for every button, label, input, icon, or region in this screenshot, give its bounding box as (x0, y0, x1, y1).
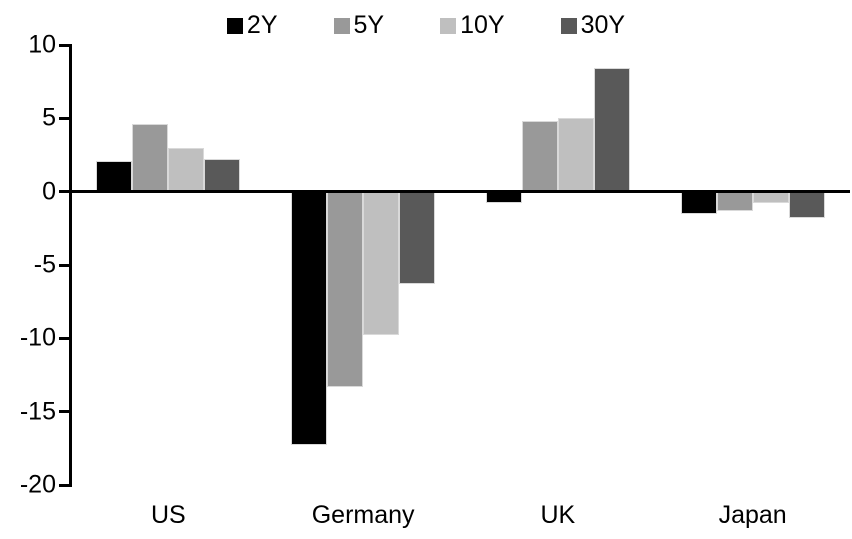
bar-japan-5y (716, 191, 753, 211)
bar-germany-5y (327, 191, 364, 387)
bar-germany-30y (399, 191, 436, 285)
y-tick-label: -5 (33, 250, 56, 279)
legend-label: 2Y (246, 11, 278, 39)
y-tick-mark (59, 483, 72, 487)
y-tick-mark (59, 190, 72, 194)
legend-item-10y: 10Y (440, 11, 505, 39)
y-tick-mark (59, 336, 72, 340)
legend: 2Y 5Y 10Y 30Y (0, 13, 852, 38)
zero-axis-line (69, 190, 850, 194)
legend-swatch-10y-icon (440, 17, 457, 34)
bar-us-5y (132, 124, 169, 192)
legend-swatch-2y-icon (226, 17, 243, 34)
legend-swatch-5y-icon (333, 17, 350, 34)
bar-japan-30y (788, 191, 825, 219)
y-tick-label: 5 (42, 103, 56, 132)
bar-uk-10y (557, 118, 594, 192)
y-tick-mark (59, 410, 72, 414)
legend-item-30y: 30Y (560, 11, 626, 39)
bar-us-10y (168, 147, 205, 192)
legend-item-2y: 2Y (226, 11, 278, 39)
bar-uk-2y (485, 191, 522, 204)
y-tick-label: -15 (19, 397, 56, 426)
bar-uk-5y (521, 121, 558, 192)
legend-item-5y: 5Y (333, 11, 385, 39)
bar-germany-2y (291, 191, 328, 446)
legend-label: 5Y (353, 11, 385, 39)
bar-japan-2y (680, 191, 717, 214)
legend-label: 10Y (460, 11, 505, 39)
bar-us-30y (204, 159, 241, 192)
x-category-label-uk: UK (540, 501, 576, 529)
y-tick-mark (59, 43, 72, 47)
bar-germany-10y (363, 191, 400, 336)
bar-uk-30y (593, 68, 630, 192)
x-category-label-germany: Germany (311, 501, 415, 529)
x-category-label-japan: Japan (718, 501, 787, 529)
y-tick-label: 0 (42, 177, 56, 206)
y-axis-line (69, 44, 72, 487)
y-tick-label: -20 (19, 470, 56, 499)
bar-japan-10y (752, 191, 789, 204)
bar-us-2y (96, 160, 133, 192)
y-tick-label: -10 (19, 323, 56, 352)
x-category-label-us: US (151, 501, 186, 529)
legend-label: 30Y (580, 11, 626, 39)
y-tick-label: 10 (28, 30, 56, 59)
y-tick-mark (59, 263, 72, 267)
legend-swatch-30y-icon (560, 17, 577, 34)
y-tick-mark (59, 116, 72, 120)
